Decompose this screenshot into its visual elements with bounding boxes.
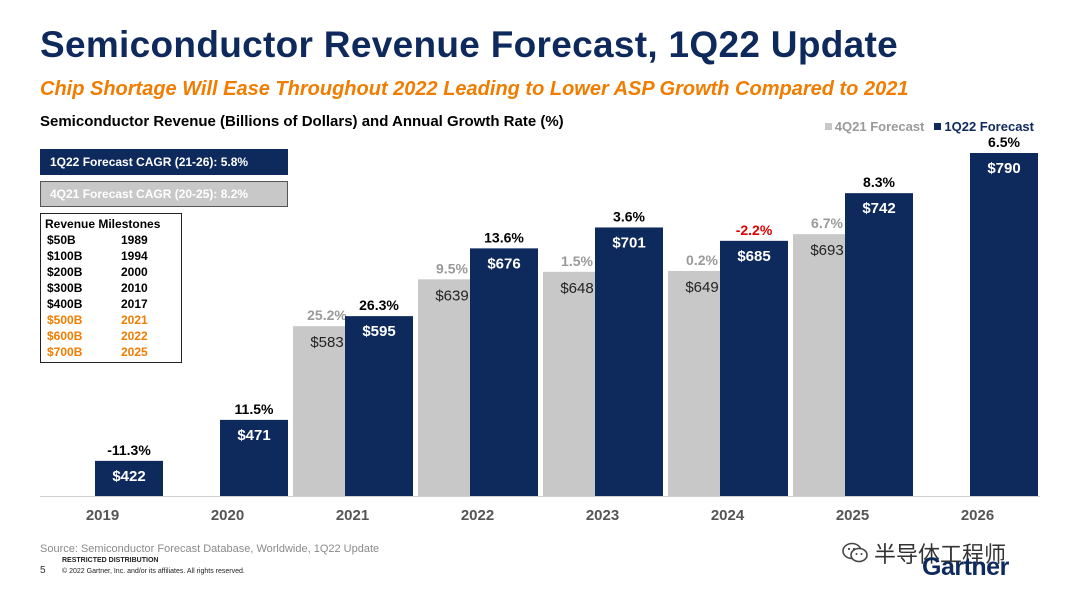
x-tick-label: 2021 [336,507,369,524]
milestone-year: 2010 [121,281,148,295]
milestones-title: Revenue Milestones [45,217,161,231]
bar-value-label-4q21: $649 [685,279,718,296]
bar-1q22 [845,193,913,496]
milestone-row: $500B 2021 [45,312,181,328]
bar-1q22 [970,153,1038,496]
bar-value-label-4q21: $693 [810,242,843,259]
growth-label-1q22: 8.3% [863,174,895,190]
watermark-text: 半导体工程师 [874,542,1007,567]
x-tick-label: 2025 [836,507,869,524]
page-number: 5 [40,565,46,576]
chat-bubble-icon [842,542,868,563]
bar-value-label-1q22: $422 [112,468,145,485]
growth-label-1q22: 26.3% [359,297,399,313]
source-note: Source: Semiconductor Forecast Database,… [40,543,380,555]
bar-value-label-4q21: $583 [310,334,343,351]
milestone-amount: $400B [47,297,83,311]
wechat-watermark: 半导体工程师 [842,537,1006,569]
growth-label-4q21: 9.5% [436,260,468,276]
milestone-row: $700B 2025 [45,344,181,360]
milestone-amount: $700B [47,345,83,359]
milestone-year: 1989 [121,233,148,247]
legend-label-1q22: 1Q22 Forecast [944,119,1034,134]
chart-heading: Semiconductor Revenue (Billions of Dolla… [40,113,564,130]
bar-value-label-4q21: $639 [435,287,468,304]
bar-value-label-1q22: $742 [862,200,895,217]
x-tick-label: 2020 [211,507,244,524]
bar-value-label-4q21: $648 [560,280,593,297]
bar-value-label-1q22: $701 [612,234,645,251]
growth-label-4q21: 0.2% [686,252,718,268]
chart-legend: 4Q21 Forecast 1Q22 Forecast [824,119,1034,134]
milestone-amount: $600B [47,329,83,343]
milestone-year: 2021 [121,313,148,327]
growth-label-4q21: 25.2% [307,307,347,323]
milestone-row: $600B 2022 [45,328,181,344]
bar-value-label-1q22: $676 [487,255,520,272]
legend-label-4q21: 4Q21 Forecast [834,119,925,134]
bar-value-label-1q22: $685 [737,248,770,265]
milestone-amount: $200B [47,265,83,279]
bar-1q22 [470,248,538,496]
milestone-year: 2025 [121,345,148,359]
milestone-year: 2000 [121,265,148,279]
bar-value-label-1q22: $471 [237,427,270,444]
x-tick-label: 2023 [586,507,619,524]
x-tick-label: 2026 [961,507,994,524]
cagr-1q22-box: 1Q22 Forecast CAGR (21-26): 5.8% [40,149,288,175]
milestone-row: $300B 2010 [45,280,181,296]
bar-1q22 [95,460,163,496]
growth-label-1q22: 11.5% [235,401,274,417]
milestone-year: 2022 [121,329,148,343]
growth-label-1q22: -2.2% [736,222,773,238]
bar-1q22 [595,227,663,496]
legend-swatch-1q22 [934,123,942,130]
growth-label-4q21: 1.5% [561,253,593,269]
gartner-logo: Gartner [922,553,1009,581]
bar-1q22 [220,419,288,496]
milestone-row: $100B 1994 [45,248,181,264]
bar-value-label-1q22: $790 [987,160,1020,177]
growth-label-1q22: 3.6% [613,208,645,224]
bar-1q22 [345,316,413,496]
x-tick-label: 2022 [461,507,494,524]
milestone-amount: $50B [47,233,76,247]
bar-1q22 [720,240,788,496]
milestones-rows: $50B 1989 $100B 1994 $200B 2000 $300B 2010 $400B… [45,232,181,360]
restricted-label: RESTRICTED DISTRIBUTION [62,557,159,564]
milestone-amount: $500B [47,313,83,327]
milestone-row: $400B 2017 [45,296,181,312]
growth-label-1q22: 6.5% [988,134,1020,150]
revenue-milestones-table: Revenue Milestones $50B 1989 $100B 1994 $200… [40,213,182,363]
x-tick-label: 2019 [86,507,119,524]
growth-label-1q22: 13.6% [484,229,524,245]
milestone-year: 1994 [121,249,148,263]
legend-swatch-4q21 [824,123,832,130]
bar-value-label-1q22: $595 [362,323,395,340]
milestone-row: $50B 1989 [45,232,181,248]
page-title: Semiconductor Revenue Forecast, 1Q22 Upd… [40,24,898,65]
milestone-row: $200B 2000 [45,264,181,280]
growth-label-4q21: 6.7% [811,215,843,231]
legend-item-1q22: 1Q22 Forecast [934,119,1034,134]
x-tick-label: 2024 [711,507,745,524]
milestone-amount: $100B [47,249,83,263]
legend-item-4q21: 4Q21 Forecast [824,119,925,134]
copyright-note: © 2022 Gartner, Inc. and/or its affiliat… [62,568,245,575]
cagr-4q21-box: 4Q21 Forecast CAGR (20-25): 8.2% [40,181,288,207]
milestone-amount: $300B [47,281,83,295]
milestone-year: 2017 [121,297,148,311]
growth-label-1q22: -11.3% [107,442,151,458]
page-subtitle: Chip Shortage Will Ease Throughout 2022 … [40,78,909,100]
